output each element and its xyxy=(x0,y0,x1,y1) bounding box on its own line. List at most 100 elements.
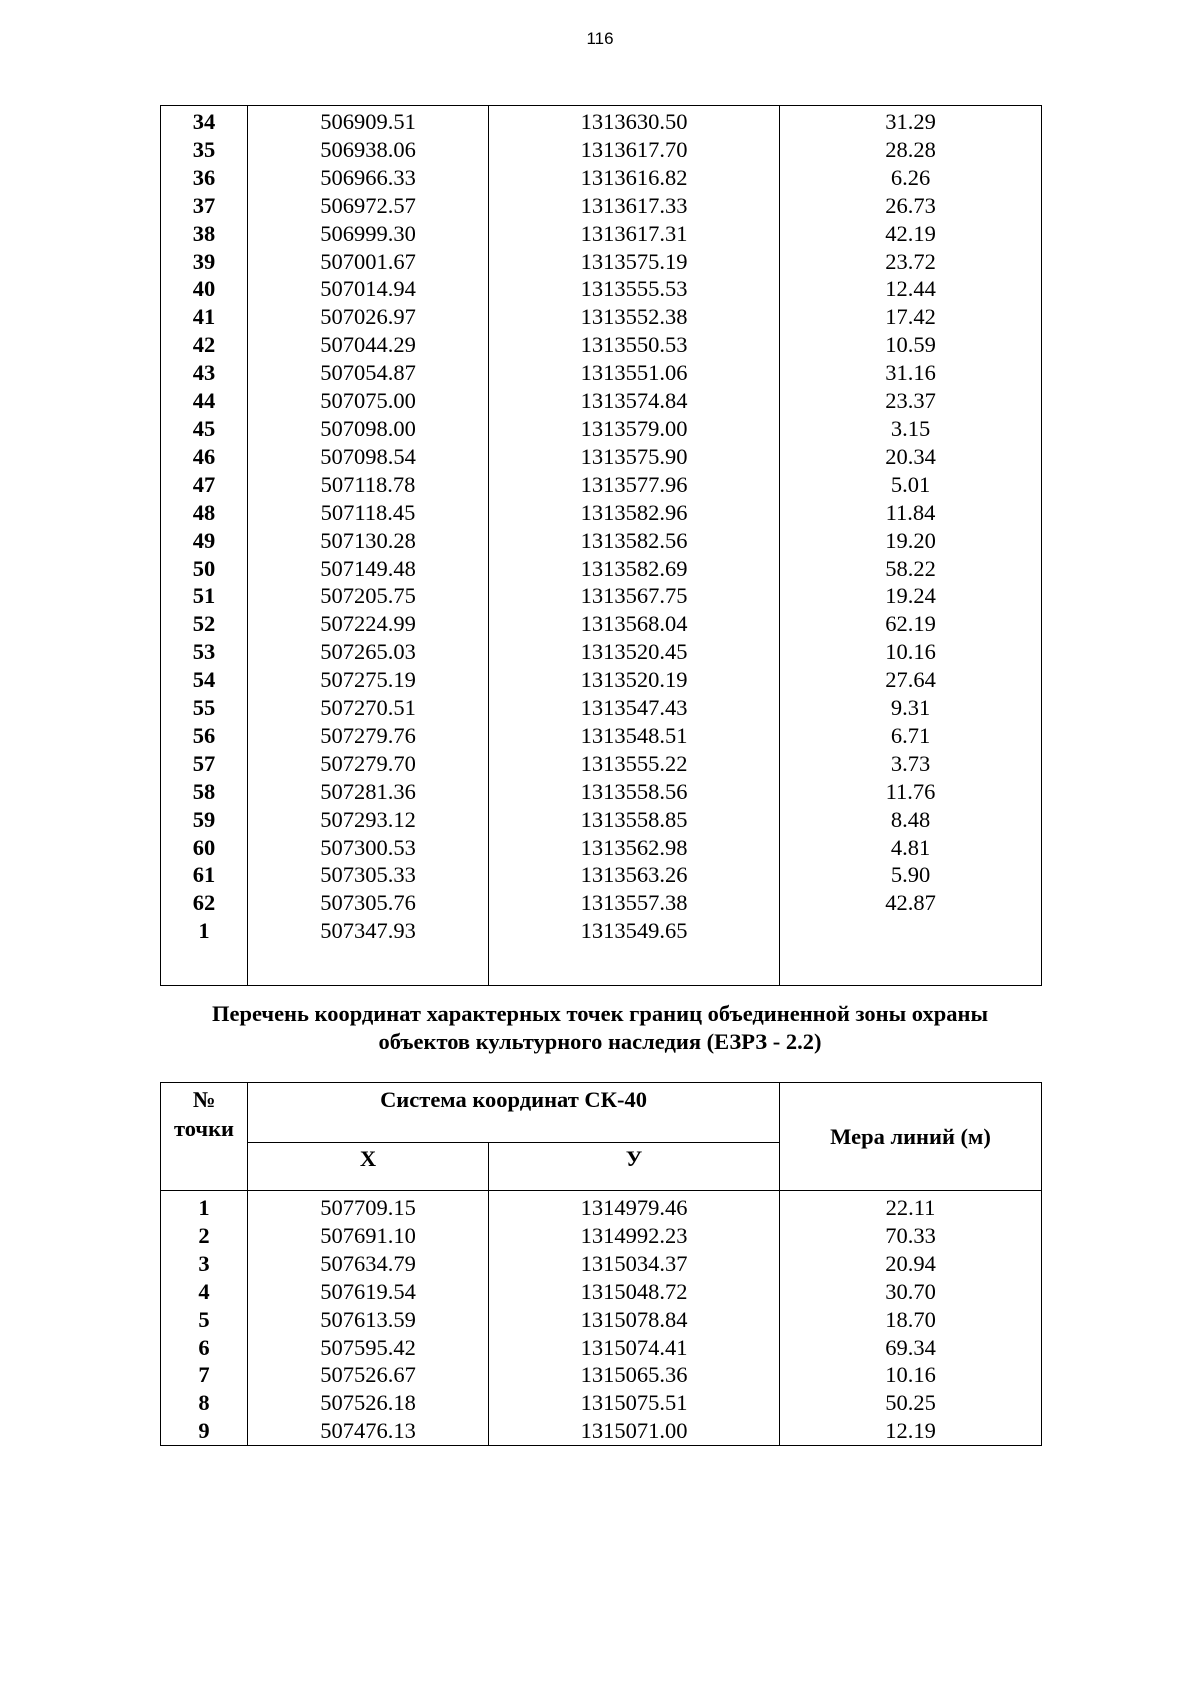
line-length-cell: 20.94 xyxy=(779,1249,1043,1278)
point-number-cell: 5 xyxy=(160,1305,248,1334)
header-x: Х xyxy=(247,1142,489,1191)
line-length-cell: 20.34 xyxy=(779,442,1042,471)
table-spacer-row xyxy=(160,945,1042,986)
x-coordinate-cell: 507205.75 xyxy=(247,582,489,611)
table-row: 36 506966.33 1313616.82 6.26 xyxy=(160,163,1042,192)
point-number-cell: 1 xyxy=(160,917,248,946)
y-coordinate-cell: 1315048.72 xyxy=(487,1277,781,1306)
point-number-cell: 4 xyxy=(160,1277,248,1306)
line-length-cell: 3.73 xyxy=(779,749,1042,778)
point-number-cell: 45 xyxy=(160,414,248,443)
point-number-cell: 38 xyxy=(160,219,248,248)
y-coordinate-cell: 1313577.96 xyxy=(488,470,780,499)
table-row: 8 507526.18 1315075.51 50.25 xyxy=(160,1389,1043,1418)
x-coordinate-cell: 507305.33 xyxy=(247,861,489,890)
line-length-cell: 6.71 xyxy=(779,721,1042,750)
table-row: 37 506972.57 1313617.33 26.73 xyxy=(160,191,1042,220)
point-number-cell: 54 xyxy=(160,666,248,695)
y-coordinate-cell: 1313563.26 xyxy=(488,861,780,890)
table-row: 48 507118.45 1313582.96 11.84 xyxy=(160,498,1042,527)
x-coordinate-cell: 507281.36 xyxy=(247,777,489,806)
line-length-cell: 58.22 xyxy=(779,554,1042,583)
x-coordinate-cell: 507691.10 xyxy=(247,1221,489,1250)
y-coordinate-cell: 1313630.50 xyxy=(488,105,780,136)
point-number-cell: 35 xyxy=(160,135,248,164)
y-coordinate-cell: 1315065.36 xyxy=(487,1361,781,1390)
x-coordinate-cell: 507149.48 xyxy=(247,554,489,583)
point-number-cell: 58 xyxy=(160,777,248,806)
x-coordinate-cell: 507300.53 xyxy=(247,833,489,862)
y-coordinate-cell: 1313617.33 xyxy=(488,191,780,220)
table-row: 9 507476.13 1315071.00 12.19 xyxy=(160,1417,1043,1446)
ezrz-coordinates-table: № точки Система координат СК-40 Мера лин… xyxy=(160,1082,1043,1447)
point-number-cell: 2 xyxy=(160,1221,248,1250)
header-point-number-symbol: № xyxy=(192,1087,216,1112)
line-length-cell: 3.15 xyxy=(779,414,1042,443)
line-length-cell: 4.81 xyxy=(779,833,1042,862)
table-row: 38 506999.30 1313617.31 42.19 xyxy=(160,219,1042,248)
x-coordinate-cell: 506972.57 xyxy=(247,191,489,220)
table-row: 57 507279.70 1313555.22 3.73 xyxy=(160,749,1042,778)
line-length-cell: 69.34 xyxy=(779,1333,1043,1362)
table-row: 46 507098.54 1313575.90 20.34 xyxy=(160,442,1042,471)
line-length-cell: 10.59 xyxy=(779,331,1042,360)
point-number-cell: 37 xyxy=(160,191,248,220)
y-coordinate-cell: 1315034.37 xyxy=(487,1249,781,1278)
y-coordinate-cell: 1314992.23 xyxy=(487,1221,781,1250)
point-number-cell: 53 xyxy=(160,638,248,667)
x-coordinate-cell: 507634.79 xyxy=(247,1249,489,1278)
section-heading: Перечень координат характерных точек гра… xyxy=(100,1000,1100,1056)
point-number-cell: 6 xyxy=(160,1333,248,1362)
point-number-cell: 40 xyxy=(160,275,248,304)
x-coordinate-cell: 507014.94 xyxy=(247,275,489,304)
y-coordinate-cell: 1313579.00 xyxy=(488,414,780,443)
table-row: 54 507275.19 1313520.19 27.64 xyxy=(160,666,1042,695)
point-number-cell: 42 xyxy=(160,331,248,360)
y-coordinate-cell: 1313582.96 xyxy=(488,498,780,527)
y-coordinate-cell: 1313549.65 xyxy=(488,917,780,946)
table-row: 40 507014.94 1313555.53 12.44 xyxy=(160,275,1042,304)
line-length-cell: 31.16 xyxy=(779,359,1042,388)
table-row: 51 507205.75 1313567.75 19.24 xyxy=(160,582,1042,611)
table-row: 7 507526.67 1315065.36 10.16 xyxy=(160,1361,1043,1390)
y-coordinate-cell: 1313567.75 xyxy=(488,582,780,611)
y-coordinate-cell: 1314979.46 xyxy=(487,1190,781,1222)
x-coordinate-cell: 507595.42 xyxy=(247,1333,489,1362)
table-row: 45 507098.00 1313579.00 3.15 xyxy=(160,414,1042,443)
line-length-cell: 11.84 xyxy=(779,498,1042,527)
point-number-cell: 47 xyxy=(160,470,248,499)
x-coordinate-cell: 507265.03 xyxy=(247,638,489,667)
table-row: 50 507149.48 1313582.69 58.22 xyxy=(160,554,1042,583)
point-number-cell: 57 xyxy=(160,749,248,778)
y-coordinate-cell: 1313552.38 xyxy=(488,303,780,332)
line-length-cell: 62.19 xyxy=(779,610,1042,639)
x-coordinate-cell: 507270.51 xyxy=(247,694,489,722)
x-coordinate-cell: 507347.93 xyxy=(247,917,489,946)
header-y: У xyxy=(487,1142,781,1191)
line-length-cell xyxy=(779,917,1042,946)
header-point-number-label: точки xyxy=(173,1116,235,1141)
y-coordinate-cell: 1313617.31 xyxy=(488,219,780,248)
line-length-cell: 6.26 xyxy=(779,163,1042,192)
x-coordinate-cell: 507130.28 xyxy=(247,526,489,555)
point-number-cell: 48 xyxy=(160,498,248,527)
x-coordinate-cell: 507118.45 xyxy=(247,498,489,527)
table-row: 43 507054.87 1313551.06 31.16 xyxy=(160,359,1042,388)
point-number-cell: 50 xyxy=(160,554,248,583)
y-coordinate-cell: 1313547.43 xyxy=(488,694,780,722)
line-length-cell: 31.29 xyxy=(779,105,1042,136)
point-number-cell: 51 xyxy=(160,582,248,611)
point-number-cell: 34 xyxy=(160,105,248,136)
x-coordinate-cell: 507118.78 xyxy=(247,470,489,499)
y-coordinate-cell: 1313574.84 xyxy=(488,387,780,415)
coordinates-table-continued: 34 506909.51 1313630.50 31.29 35 506938.06 131… xyxy=(160,105,1042,987)
y-coordinate-cell: 1313555.53 xyxy=(488,275,780,304)
table-row: 55 507270.51 1313547.43 9.31 xyxy=(160,694,1042,722)
y-coordinate-cell: 1313575.90 xyxy=(488,442,780,471)
table-row: 56 507279.76 1313548.51 6.71 xyxy=(160,721,1042,750)
y-coordinate-cell: 1313575.19 xyxy=(488,247,780,276)
y-coordinate-cell: 1313617.70 xyxy=(488,135,780,164)
y-coordinate-cell: 1313582.69 xyxy=(488,554,780,583)
point-number-cell: 9 xyxy=(160,1417,248,1446)
heading-line-1: Перечень координат характерных точек гра… xyxy=(211,1001,989,1026)
